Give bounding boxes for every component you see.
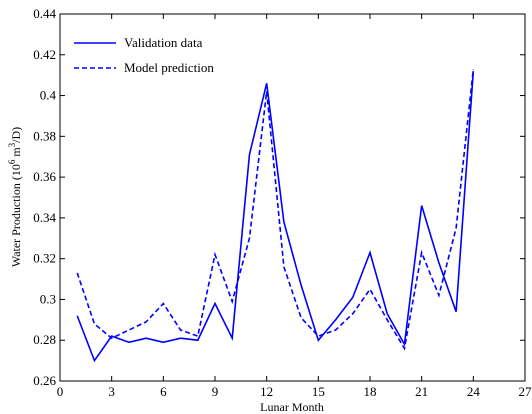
series-lines: [76, 68, 475, 363]
y-tick-label-0: 0.26: [33, 373, 56, 388]
y-tick-label-6: 0.38: [33, 128, 56, 143]
y-axis-label: Water Production (106 m3/D): [7, 127, 23, 267]
series-line-validation-data: [76, 71, 475, 363]
series-line-model-prediction: [76, 68, 475, 351]
y-axis-label-exponent-2: 3: [7, 142, 17, 147]
x-tick-label-9: 27: [519, 384, 532, 399]
legend: Validation data Model prediction: [74, 35, 214, 75]
y-axis-label-part-3: /D): [9, 127, 23, 143]
plot-area: [59, 13, 526, 382]
x-axis-ticks: 0 3 6 9 12 15 18 21 24 27: [57, 14, 532, 399]
x-tick-label-6: 18: [364, 384, 377, 399]
x-axis-label: Lunar Month: [260, 400, 324, 414]
x-tick-label-1: 3: [108, 384, 115, 399]
legend-label-model-prediction: Model prediction: [124, 60, 214, 75]
x-tick-label-0: 0: [57, 384, 64, 399]
x-tick-label-8: 24: [467, 384, 481, 399]
y-tick-label-1: 0.28: [33, 332, 56, 347]
y-axis-ticks: 0.26 0.28 0.3 0.32 0.34 0.36 0.38 0.4 0.42 0.44: [33, 6, 525, 388]
x-tick-label-4: 12: [260, 384, 273, 399]
y-tick-label-7: 0.4: [40, 88, 57, 103]
y-tick-label-2: 0.3: [40, 291, 56, 306]
y-tick-label-3: 0.32: [33, 251, 56, 266]
y-tick-label-4: 0.34: [33, 210, 56, 225]
x-tick-label-2: 6: [160, 384, 167, 399]
y-axis-label-part-1: Water Production (10: [9, 164, 23, 267]
y-tick-label-9: 0.44: [33, 6, 56, 21]
y-tick-label-5: 0.36: [33, 169, 56, 184]
legend-label-validation-data: Validation data: [124, 35, 203, 50]
y-axis-label-part-2: m: [9, 147, 23, 160]
y-tick-label-8: 0.42: [33, 47, 56, 62]
y-axis-label-exponent-1: 6: [7, 159, 17, 164]
x-tick-label-3: 9: [212, 384, 219, 399]
x-tick-label-5: 15: [312, 384, 325, 399]
x-tick-label-7: 21: [415, 384, 428, 399]
